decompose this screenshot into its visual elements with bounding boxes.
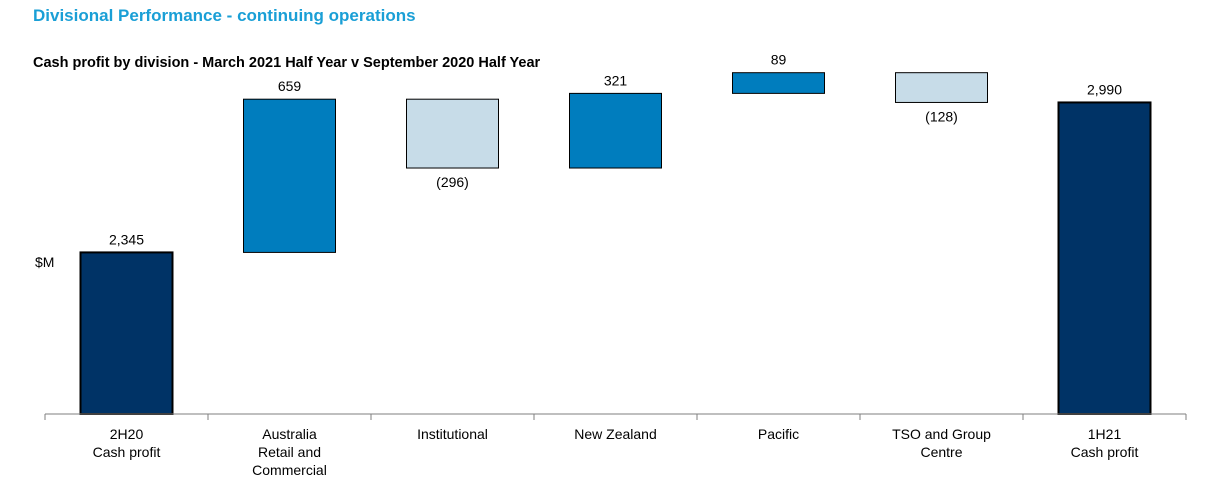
x-tick-label-line: Centre xyxy=(920,444,962,460)
bars-group xyxy=(79,72,1152,415)
value-labels-group: 2,345 659 (296) 321 89 (128) 2,990 xyxy=(109,52,1122,248)
x-tick-label-line: New Zealand xyxy=(574,426,657,442)
value-label-3: 321 xyxy=(604,72,628,88)
section-heading: Divisional Performance - continuing oper… xyxy=(33,6,416,25)
x-tick-label-1: Australia Retail and Commercial xyxy=(252,426,327,478)
bar-5 xyxy=(895,72,988,103)
value-label-1: 659 xyxy=(278,78,302,94)
value-label-0: 2,345 xyxy=(109,231,144,247)
bar-4 xyxy=(732,72,825,94)
x-tick-label-4: Pacific xyxy=(758,426,799,442)
value-label-4: 89 xyxy=(771,52,787,68)
x-tick-label-line: 1H21 xyxy=(1088,426,1122,442)
x-tick-label-2: Institutional xyxy=(417,426,488,442)
x-tick-label-0: 2H20 Cash profit xyxy=(93,426,161,460)
x-tick-label-line: Pacific xyxy=(758,426,799,442)
x-tick-label-line: Retail and xyxy=(258,444,321,460)
x-tick-label-5: TSO and Group Centre xyxy=(892,426,991,460)
x-tick-label-line: Australia xyxy=(262,426,317,442)
x-tick-label-line: Cash profit xyxy=(1071,444,1139,460)
chart-title: Cash profit by division - March 2021 Hal… xyxy=(33,55,541,71)
x-tick-label-line: TSO and Group xyxy=(892,426,991,442)
x-tick-label-line: Institutional xyxy=(417,426,488,442)
x-tick-label-6: 1H21 Cash profit xyxy=(1071,426,1139,460)
value-label-2: (296) xyxy=(436,174,469,190)
value-label-5: (128) xyxy=(925,108,958,124)
x-axis: 2H20 Cash profit Australia Retail and Commer… xyxy=(44,413,1187,478)
x-tick-label-3: New Zealand xyxy=(574,426,657,442)
value-label-6: 2,990 xyxy=(1087,81,1122,97)
bar-1 xyxy=(243,98,336,253)
bar-0 xyxy=(79,251,174,415)
x-tick-label-line: 2H20 xyxy=(110,426,144,442)
x-tick-label-line: Cash profit xyxy=(93,444,161,460)
x-tick-label-line: Commercial xyxy=(252,462,327,478)
y-axis-label: $M xyxy=(35,254,54,270)
bar-3 xyxy=(569,92,662,169)
bar-6 xyxy=(1057,101,1152,415)
bar-2 xyxy=(406,98,499,169)
